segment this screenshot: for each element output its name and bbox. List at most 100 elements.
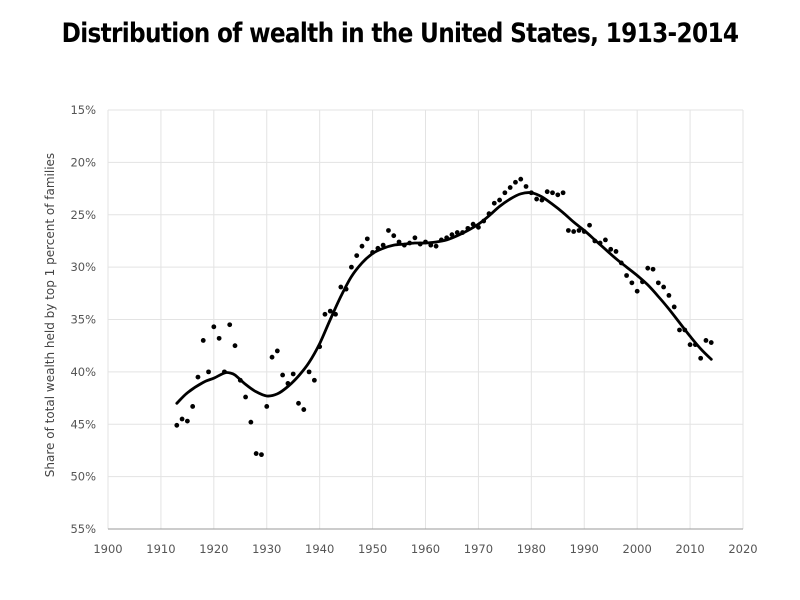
data-point xyxy=(513,179,518,185)
data-point xyxy=(274,348,280,354)
data-point xyxy=(587,222,592,228)
x-tick-label: 1900 xyxy=(93,542,122,556)
y-tick-label: 20% xyxy=(70,155,96,169)
data-point xyxy=(179,416,185,422)
data-point xyxy=(290,371,296,377)
data-point xyxy=(423,239,428,245)
data-point xyxy=(560,190,566,196)
data-point xyxy=(428,242,434,248)
data-point xyxy=(640,279,645,285)
y-tick-label: 55% xyxy=(70,522,96,536)
y-tick-label: 25% xyxy=(70,208,96,222)
data-point xyxy=(655,280,661,286)
data-point xyxy=(269,354,275,360)
y-tick-label: 30% xyxy=(70,260,96,274)
data-point xyxy=(227,322,233,328)
x-tick-label: 1990 xyxy=(570,542,599,556)
data-point xyxy=(661,284,667,290)
data-point xyxy=(370,250,375,255)
data-point xyxy=(359,243,365,249)
data-point xyxy=(703,338,709,343)
data-point xyxy=(481,218,487,224)
data-point xyxy=(354,253,360,259)
data-point xyxy=(534,196,540,202)
data-point xyxy=(645,265,651,271)
data-point xyxy=(523,184,529,189)
data-point xyxy=(555,192,561,198)
data-point xyxy=(322,311,328,317)
data-point xyxy=(438,237,444,243)
x-tick-label: 2020 xyxy=(728,542,757,556)
x-tick-label: 2010 xyxy=(675,542,704,556)
x-tick-label: 1970 xyxy=(464,542,493,556)
data-point xyxy=(497,197,502,203)
data-point xyxy=(211,324,217,330)
data-point xyxy=(301,407,307,412)
data-point xyxy=(216,335,222,341)
data-point xyxy=(184,418,190,424)
data-point xyxy=(666,293,672,298)
data-points xyxy=(174,176,714,458)
data-point xyxy=(465,225,471,231)
data-point xyxy=(634,288,640,294)
data-point xyxy=(364,236,370,242)
data-point xyxy=(650,266,656,272)
data-point xyxy=(195,374,201,380)
data-point xyxy=(222,369,227,375)
data-point xyxy=(608,246,614,252)
data-point xyxy=(470,221,476,227)
data-point xyxy=(386,228,391,233)
data-point xyxy=(565,228,571,233)
data-point xyxy=(460,230,465,235)
data-point xyxy=(698,355,704,361)
x-tick-label: 1960 xyxy=(411,542,440,556)
data-point xyxy=(629,280,635,286)
x-tick-label: 1920 xyxy=(199,542,228,556)
x-tick-label: 1930 xyxy=(252,542,281,556)
data-point xyxy=(280,372,286,378)
data-point xyxy=(507,185,513,190)
data-point xyxy=(454,230,460,235)
data-point xyxy=(528,190,534,196)
data-point xyxy=(518,176,524,182)
data-point xyxy=(433,243,439,249)
x-tick-label: 1980 xyxy=(517,542,546,556)
data-point xyxy=(581,229,587,234)
data-point xyxy=(412,235,418,241)
chart-title: Distribution of wealth in the United Sta… xyxy=(61,18,739,49)
data-point xyxy=(391,233,397,239)
y-tick-label: 40% xyxy=(70,365,96,379)
y-axis-tick-labels: 15% 20% 25% 30% 35% 40% 45% 50% 55% xyxy=(70,103,96,536)
data-point xyxy=(327,308,333,314)
data-point xyxy=(349,264,354,270)
data-point xyxy=(174,422,180,428)
data-point xyxy=(476,224,481,230)
data-point xyxy=(296,400,301,406)
data-point xyxy=(539,197,545,203)
data-point xyxy=(544,189,550,195)
x-tick-label: 1910 xyxy=(146,542,175,556)
x-tick-label: 2000 xyxy=(623,542,652,556)
y-tick-label: 50% xyxy=(70,470,96,484)
data-point xyxy=(491,200,497,206)
data-point xyxy=(417,241,423,247)
data-point xyxy=(571,229,577,234)
data-point xyxy=(243,394,248,400)
data-point xyxy=(671,304,677,310)
data-point xyxy=(306,369,312,375)
data-point xyxy=(502,190,508,196)
grid-lines xyxy=(107,109,744,530)
data-point xyxy=(576,228,582,233)
data-point xyxy=(396,239,402,245)
data-point xyxy=(253,451,259,456)
data-point xyxy=(407,240,413,246)
y-tick-label: 35% xyxy=(70,313,96,327)
data-point xyxy=(237,377,243,383)
data-point xyxy=(333,311,338,317)
data-point xyxy=(311,377,317,383)
x-tick-label: 1940 xyxy=(305,542,334,556)
data-point xyxy=(248,419,254,425)
data-point xyxy=(259,452,264,458)
data-point xyxy=(550,190,555,196)
